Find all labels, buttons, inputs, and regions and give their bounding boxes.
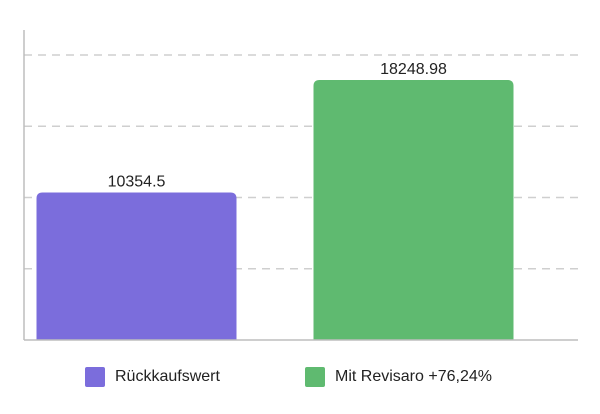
bar-mit-revisaro[interactable] bbox=[313, 79, 514, 341]
data-label-mit-revisaro: 18248.98 bbox=[380, 61, 447, 78]
legend-label-rueckkaufswert: Rückkaufswert bbox=[115, 368, 220, 385]
legend-swatch-mit-revisaro bbox=[305, 367, 325, 387]
legend: Rückkaufswert Mit Revisaro +76,24% bbox=[0, 364, 600, 390]
bar-rueckkaufswert[interactable] bbox=[36, 192, 237, 340]
axes bbox=[23, 30, 578, 341]
legend-item-mit-revisaro[interactable]: Mit Revisaro +76,24% bbox=[305, 364, 492, 390]
bar-chart: 10354.5 18248.98 bbox=[23, 30, 578, 341]
legend-label-mit-revisaro: Mit Revisaro +76,24% bbox=[335, 368, 492, 385]
legend-item-rueckkaufswert[interactable]: Rückkaufswert bbox=[85, 364, 220, 390]
data-labels: 10354.5 18248.98 bbox=[108, 61, 447, 190]
data-label-rueckkaufswert: 10354.5 bbox=[108, 173, 166, 190]
legend-swatch-rueckkaufswert bbox=[85, 367, 105, 387]
bars bbox=[36, 79, 514, 341]
